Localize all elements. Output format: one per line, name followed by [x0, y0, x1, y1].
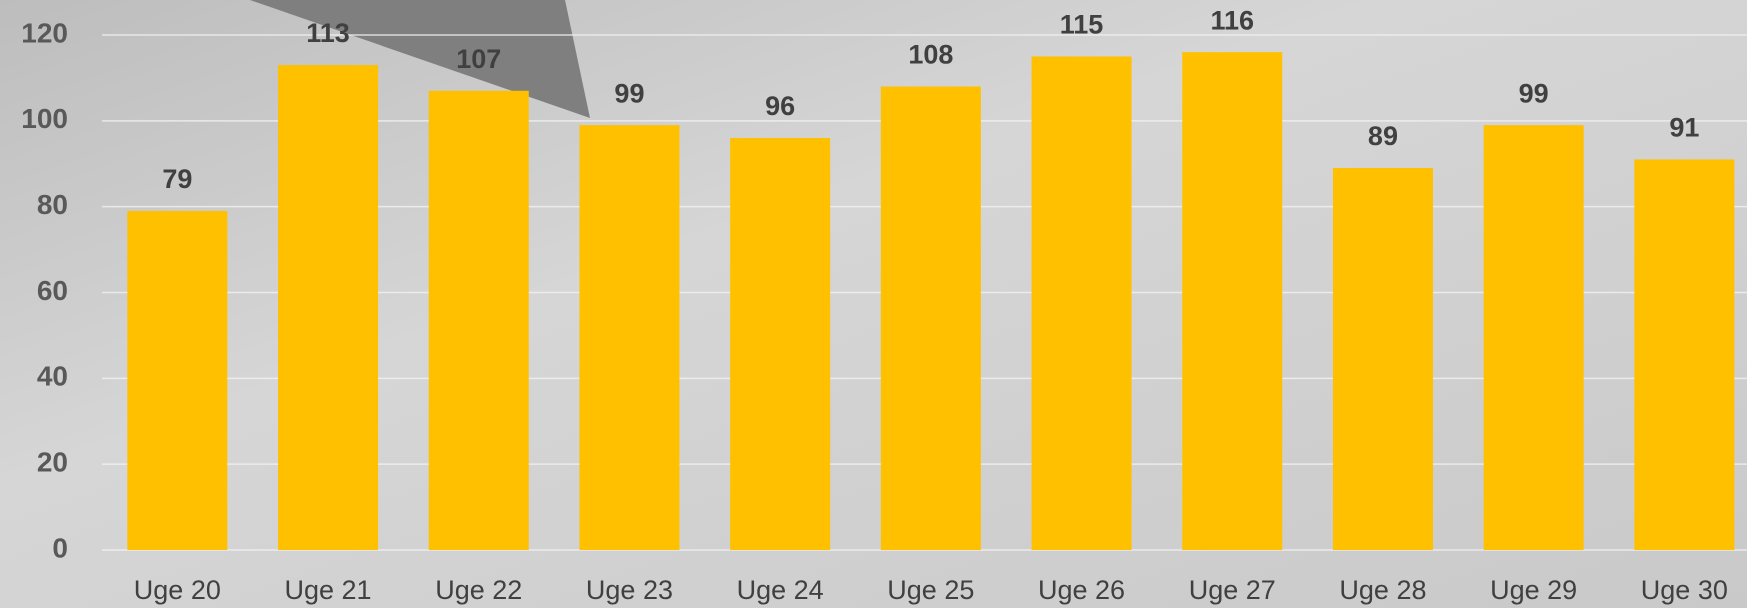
value-label: 89: [1368, 121, 1398, 151]
bar: [730, 138, 831, 550]
value-label: 107: [456, 44, 501, 74]
x-tick-label: Uge 28: [1339, 575, 1426, 605]
bar: [1483, 125, 1584, 550]
x-tick-label: Uge 29: [1490, 575, 1577, 605]
value-label: 113: [306, 18, 350, 48]
y-tick-label: 20: [37, 447, 68, 478]
bar: [1634, 159, 1735, 551]
x-tick-label: Uge 21: [285, 575, 372, 605]
y-tick-label: 80: [37, 189, 68, 220]
arrow-shape: [250, 0, 590, 118]
y-tick-label: 60: [37, 275, 68, 306]
y-tick-label: 40: [37, 361, 68, 392]
bar: [1182, 52, 1283, 551]
bar: [579, 125, 680, 550]
bar: [1332, 168, 1433, 550]
y-tick-label: 0: [52, 532, 68, 563]
bar: [1031, 56, 1132, 550]
x-tick-label: Uge 27: [1189, 575, 1276, 605]
x-tick-label: Uge 25: [887, 575, 974, 605]
x-tick-label: Uge 24: [737, 575, 824, 605]
value-label: 91: [1669, 113, 1699, 143]
bar: [428, 90, 529, 551]
x-tick-label: Uge 22: [435, 575, 522, 605]
x-tick-label: Uge 20: [134, 575, 221, 605]
x-tick-label: Uge 26: [1038, 575, 1125, 605]
bar: [880, 86, 981, 550]
bar: [278, 65, 379, 551]
value-label: 79: [162, 164, 192, 194]
x-tick-label: Uge 23: [586, 575, 673, 605]
bar: [127, 210, 228, 551]
y-tick-label: 100: [21, 103, 68, 134]
y-tick-label: 120: [21, 17, 68, 48]
value-label: 99: [1519, 78, 1549, 108]
value-label: 115: [1060, 10, 1104, 40]
value-label: 108: [908, 40, 953, 70]
value-label: 116: [1210, 5, 1254, 35]
value-label: 96: [765, 91, 795, 121]
value-label: 99: [614, 78, 644, 108]
x-tick-label: Uge 30: [1641, 575, 1728, 605]
